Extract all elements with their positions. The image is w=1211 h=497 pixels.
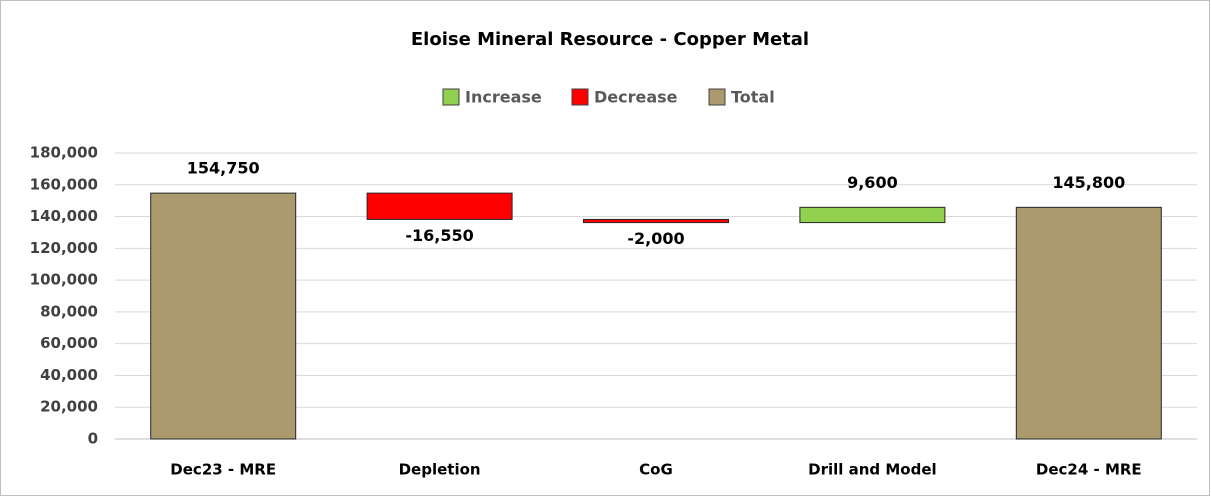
y-tick-label: 60,000 bbox=[40, 334, 98, 352]
y-tick-label: 180,000 bbox=[30, 144, 98, 162]
bar bbox=[366, 192, 513, 220]
y-tick-label: 100,000 bbox=[30, 271, 98, 289]
x-tick-label: CoG bbox=[639, 461, 673, 479]
legend-swatch bbox=[571, 88, 589, 106]
y-tick-label: 120,000 bbox=[30, 239, 98, 257]
y-tick-label: 80,000 bbox=[40, 302, 98, 320]
data-label: 9,600 bbox=[847, 173, 898, 192]
legend-label: Increase bbox=[465, 88, 542, 107]
bar bbox=[1015, 206, 1162, 440]
legend-swatch bbox=[708, 88, 726, 106]
y-tick-label: 160,000 bbox=[30, 175, 98, 193]
x-tick-label: Depletion bbox=[399, 461, 481, 479]
data-label: 154,750 bbox=[187, 159, 260, 178]
legend-label: Total bbox=[731, 88, 775, 107]
x-tick-label: Dec24 - MRE bbox=[1036, 461, 1142, 479]
legend-swatch bbox=[442, 88, 460, 106]
x-tick-label: Drill and Model bbox=[808, 461, 937, 479]
bar bbox=[583, 218, 729, 224]
chart-title: Eloise Mineral Resource - Copper Metal bbox=[411, 29, 809, 50]
y-tick-label: 40,000 bbox=[40, 366, 98, 384]
bar bbox=[150, 192, 297, 440]
data-label: 145,800 bbox=[1052, 173, 1125, 192]
y-tick-label: 140,000 bbox=[30, 207, 98, 225]
data-label: -2,000 bbox=[627, 229, 684, 248]
legend-label: Decrease bbox=[594, 88, 678, 107]
y-tick-label: 20,000 bbox=[40, 398, 98, 416]
x-tick-label: Dec23 - MRE bbox=[170, 461, 276, 479]
data-label: -16,550 bbox=[405, 226, 473, 245]
bar bbox=[799, 206, 946, 224]
y-tick-label: 0 bbox=[88, 430, 98, 448]
